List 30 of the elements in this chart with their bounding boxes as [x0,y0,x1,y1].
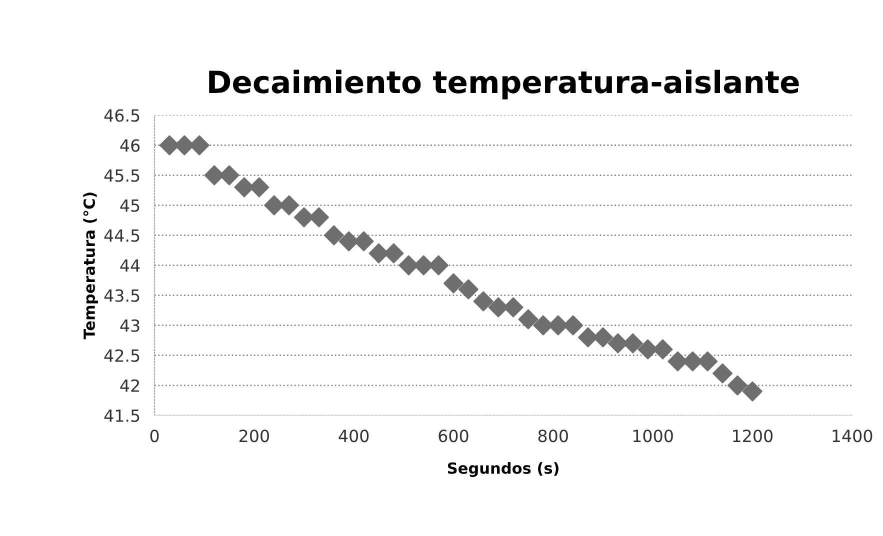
chart-title: Decaimiento temperatura-aislante [209,70,799,100]
y-tick-label: 45 [120,199,140,212]
x-tick-label: 200 [239,430,269,442]
point [443,273,464,294]
y-tick-label: 43 [120,319,140,332]
x-tick-label: 600 [438,430,468,442]
point [742,381,762,402]
y-tick-label: 46.5 [104,109,140,122]
point [458,279,478,300]
x-tick-label: 1400 [832,430,872,442]
point [518,309,538,330]
y-tick-label: 44.5 [104,229,140,242]
point [473,291,494,312]
x-tick-label: 1000 [633,430,673,442]
x-tick-label: 800 [538,430,568,442]
x-tick-label: 0 [150,430,159,442]
y-axis-title: Temperatura (°C) [83,192,98,340]
y-tick-label: 41.5 [104,410,140,422]
x-tick-label: 400 [338,430,369,442]
x-tick-label: 1200 [733,430,773,442]
point [727,375,748,396]
y-tick-label: 45.5 [104,169,140,182]
y-tick-label: 44 [120,260,140,272]
y-tick-label: 46 [120,139,140,152]
point [712,363,733,384]
y-tick-label: 43.5 [104,289,140,302]
y-tick-label: 42.5 [104,349,140,362]
y-tick-label: 42 [120,379,139,392]
point [324,225,344,246]
x-axis-title: Segundos (s) [448,462,558,477]
